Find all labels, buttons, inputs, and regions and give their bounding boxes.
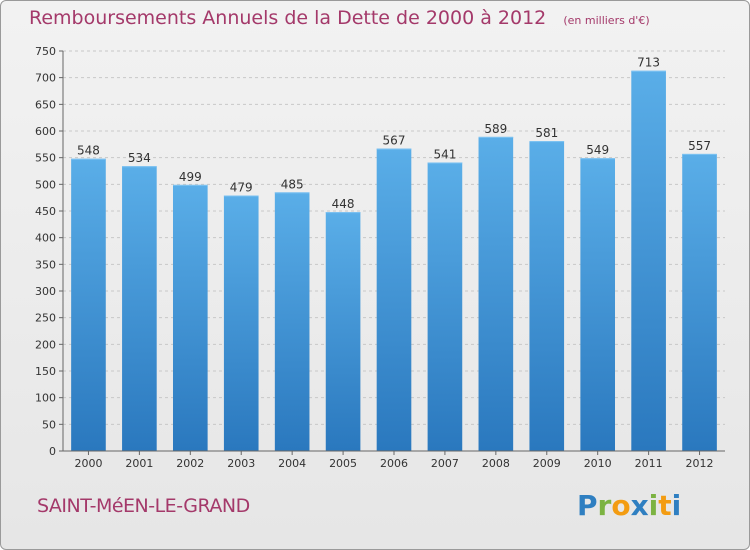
y-tick-label: 250 (35, 312, 56, 325)
y-tick-label: 400 (35, 232, 56, 245)
x-tick-label: 2004 (278, 457, 306, 470)
bar-2008 (478, 136, 514, 451)
commune-name: SAINT-MéEN-LE-GRAND (37, 495, 250, 517)
bar-value-label: 448 (332, 197, 355, 211)
bar-2002 (172, 184, 208, 451)
logo-letter: t (658, 489, 672, 522)
bar-2011 (631, 70, 666, 451)
bar-value-label: 534 (128, 151, 151, 165)
x-tick-label: 2002 (176, 457, 204, 470)
logo-letter: r (597, 489, 612, 522)
bar-value-label: 713 (637, 56, 660, 70)
bar-value-label: 549 (586, 143, 609, 157)
bar-value-label: 499 (179, 170, 202, 184)
x-tick-label: 2003 (227, 457, 255, 470)
chart-title: Remboursements Annuels de la Dette de 20… (29, 7, 547, 29)
logo-letter: i (671, 489, 682, 522)
y-tick-label: 200 (35, 338, 56, 351)
x-tick-label: 2005 (329, 457, 357, 470)
bar-2004 (274, 192, 310, 452)
logo-letter: o (611, 489, 631, 522)
y-tick-label: 100 (35, 392, 56, 405)
y-tick-label: 700 (35, 72, 56, 85)
y-tick-label: 350 (35, 258, 56, 271)
unit-note: (en milliers d'€) (563, 14, 650, 27)
bar-2009 (529, 141, 565, 451)
y-tick-label: 50 (42, 418, 56, 431)
bar-2012 (682, 153, 717, 451)
proxiti-logo: Proxiti (577, 489, 681, 522)
y-tick-label: 450 (35, 205, 56, 218)
logo-letter: i (648, 489, 659, 522)
bar-value-label: 541 (433, 147, 456, 161)
y-tick-label: 0 (49, 445, 56, 458)
bar-2006 (376, 148, 412, 451)
y-tick-label: 300 (35, 285, 56, 298)
y-tick-label: 150 (35, 365, 56, 378)
bar-value-label: 485 (281, 177, 304, 191)
bar-value-label: 589 (484, 122, 507, 136)
x-tick-label: 2001 (125, 457, 153, 470)
x-tick-label: 2010 (584, 457, 612, 470)
bar-2000 (71, 158, 106, 451)
y-tick-label: 750 (35, 45, 56, 58)
chart-title-block: Remboursements Annuels de la Dette de 20… (29, 7, 650, 29)
bar-value-label: 557 (688, 139, 711, 153)
bar-2010 (580, 158, 616, 451)
bar-value-label: 581 (535, 126, 558, 140)
y-tick-label: 650 (35, 98, 56, 111)
y-tick-label: 600 (35, 125, 56, 138)
logo-letter: x (630, 489, 649, 522)
y-tick-label: 550 (35, 152, 56, 165)
x-tick-label: 2012 (686, 457, 714, 470)
x-tick-label: 2008 (482, 457, 510, 470)
bar-2007 (427, 162, 463, 451)
bar-value-label: 567 (383, 134, 406, 148)
x-tick-label: 2009 (533, 457, 561, 470)
y-tick-label: 500 (35, 178, 56, 191)
x-tick-label: 2011 (635, 457, 663, 470)
bar-value-label: 548 (77, 144, 100, 158)
x-tick-label: 2007 (431, 457, 459, 470)
logo-letter: P (577, 489, 598, 522)
bar-2005 (325, 212, 361, 451)
x-tick-label: 2006 (380, 457, 408, 470)
bar-value-label: 479 (230, 181, 253, 195)
x-tick-label: 2000 (74, 457, 102, 470)
bar-2001 (122, 166, 157, 451)
bar-2003 (223, 195, 259, 451)
